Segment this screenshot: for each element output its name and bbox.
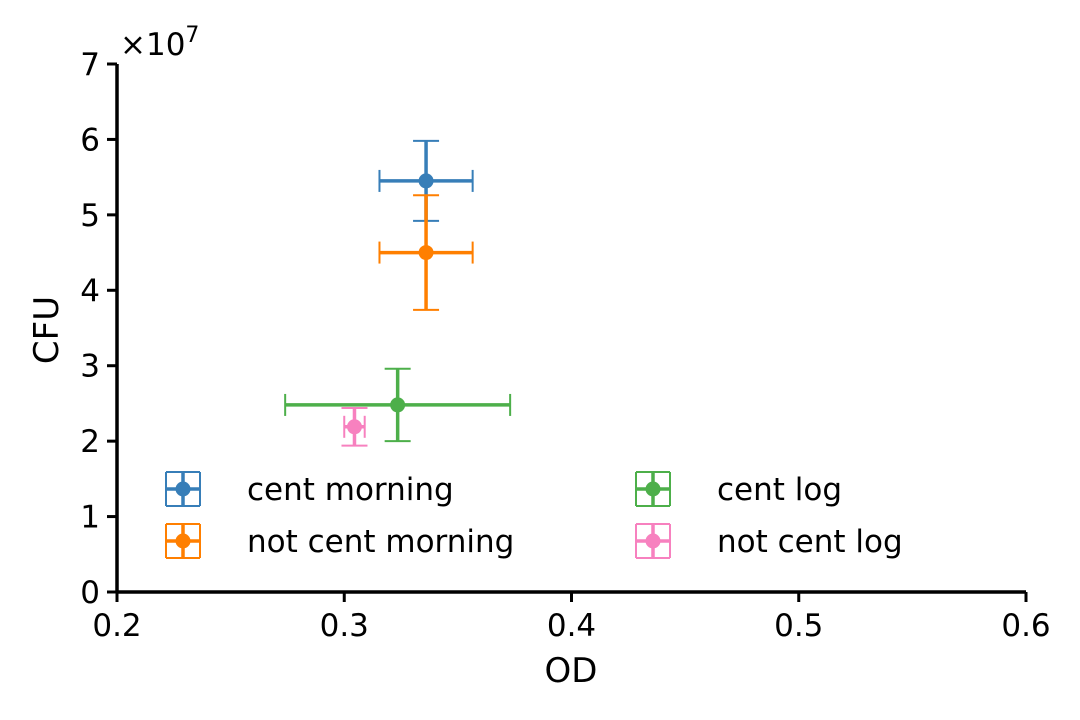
ticks: 0.2 0.3 0.4 0.5 0.6 0 1 2 3 4 5 6 7	[80, 47, 1050, 644]
plot-marks	[284, 139, 512, 447]
legend-item-0: cent morning	[165, 471, 454, 508]
legend: cent morning not cent morning cent log not …	[165, 471, 903, 560]
series-3	[341, 406, 368, 447]
legend-marker-0	[175, 481, 191, 497]
legend-label-1: not cent morning	[247, 524, 514, 560]
legend-label-0: cent morning	[247, 472, 454, 508]
y-tick-label-4: 4	[80, 273, 100, 309]
series-2	[284, 367, 512, 443]
legend-marker-2	[645, 481, 661, 497]
point-1	[418, 245, 434, 261]
legend-label-2: cent log	[717, 472, 842, 508]
y-tick-label-1: 1	[80, 500, 100, 536]
x-tick-label-2: 0.4	[547, 608, 596, 644]
y-tick-label-7: 7	[80, 47, 100, 83]
x-tick-label-4: 0.6	[1001, 608, 1050, 644]
x-axis-label: OD	[545, 651, 598, 691]
legend-item-3: not cent log	[635, 523, 903, 560]
y-tick-label-5: 5	[80, 198, 100, 234]
y-multiplier-label: ×107	[120, 23, 199, 63]
y-axis-label: CFU	[27, 296, 67, 364]
legend-item-2: cent log	[635, 471, 842, 508]
x-tick-label-1: 0.3	[320, 608, 369, 644]
legend-marker-3	[645, 533, 661, 549]
point-0	[418, 173, 434, 189]
point-2	[390, 397, 406, 413]
y-tick-label-3: 3	[80, 349, 100, 385]
legend-label-3: not cent log	[717, 524, 903, 560]
y-tick-label-0: 0	[80, 575, 100, 611]
y-tick-label-6: 6	[80, 122, 100, 158]
point-3	[346, 419, 362, 435]
legend-marker-1	[175, 533, 191, 549]
legend-item-1: not cent morning	[165, 523, 514, 560]
x-tick-label-3: 0.5	[774, 608, 823, 644]
x-tick-label-0: 0.2	[92, 608, 141, 644]
y-tick-label-2: 2	[80, 424, 100, 460]
series-1	[378, 194, 474, 311]
